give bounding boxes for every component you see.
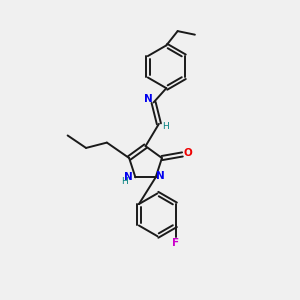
- Text: N: N: [144, 94, 153, 104]
- Text: N: N: [124, 172, 133, 182]
- Text: H: H: [121, 177, 128, 186]
- Text: F: F: [172, 238, 179, 248]
- Text: O: O: [183, 148, 192, 158]
- Text: H: H: [162, 122, 169, 131]
- Text: N: N: [156, 171, 164, 181]
